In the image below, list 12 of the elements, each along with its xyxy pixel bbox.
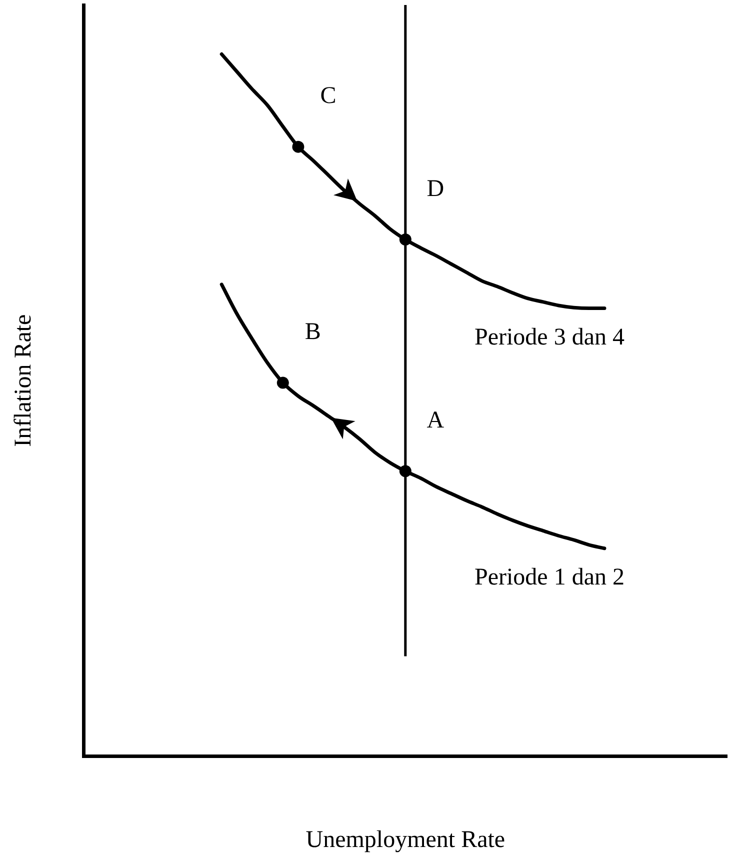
x-axis-title: Unemployment Rate xyxy=(306,826,506,853)
point xyxy=(399,233,412,246)
y-axis-title: Inflation Rate xyxy=(10,314,37,447)
series-label: Periode 3 dan 4 xyxy=(474,324,624,351)
series-label: Periode 1 dan 2 xyxy=(474,564,624,591)
point xyxy=(399,465,412,478)
annotation: A xyxy=(426,407,445,434)
annotation: B xyxy=(304,319,321,346)
point xyxy=(276,376,289,389)
point xyxy=(292,140,304,153)
annotation: D xyxy=(426,176,444,202)
annotation: C xyxy=(320,83,336,110)
